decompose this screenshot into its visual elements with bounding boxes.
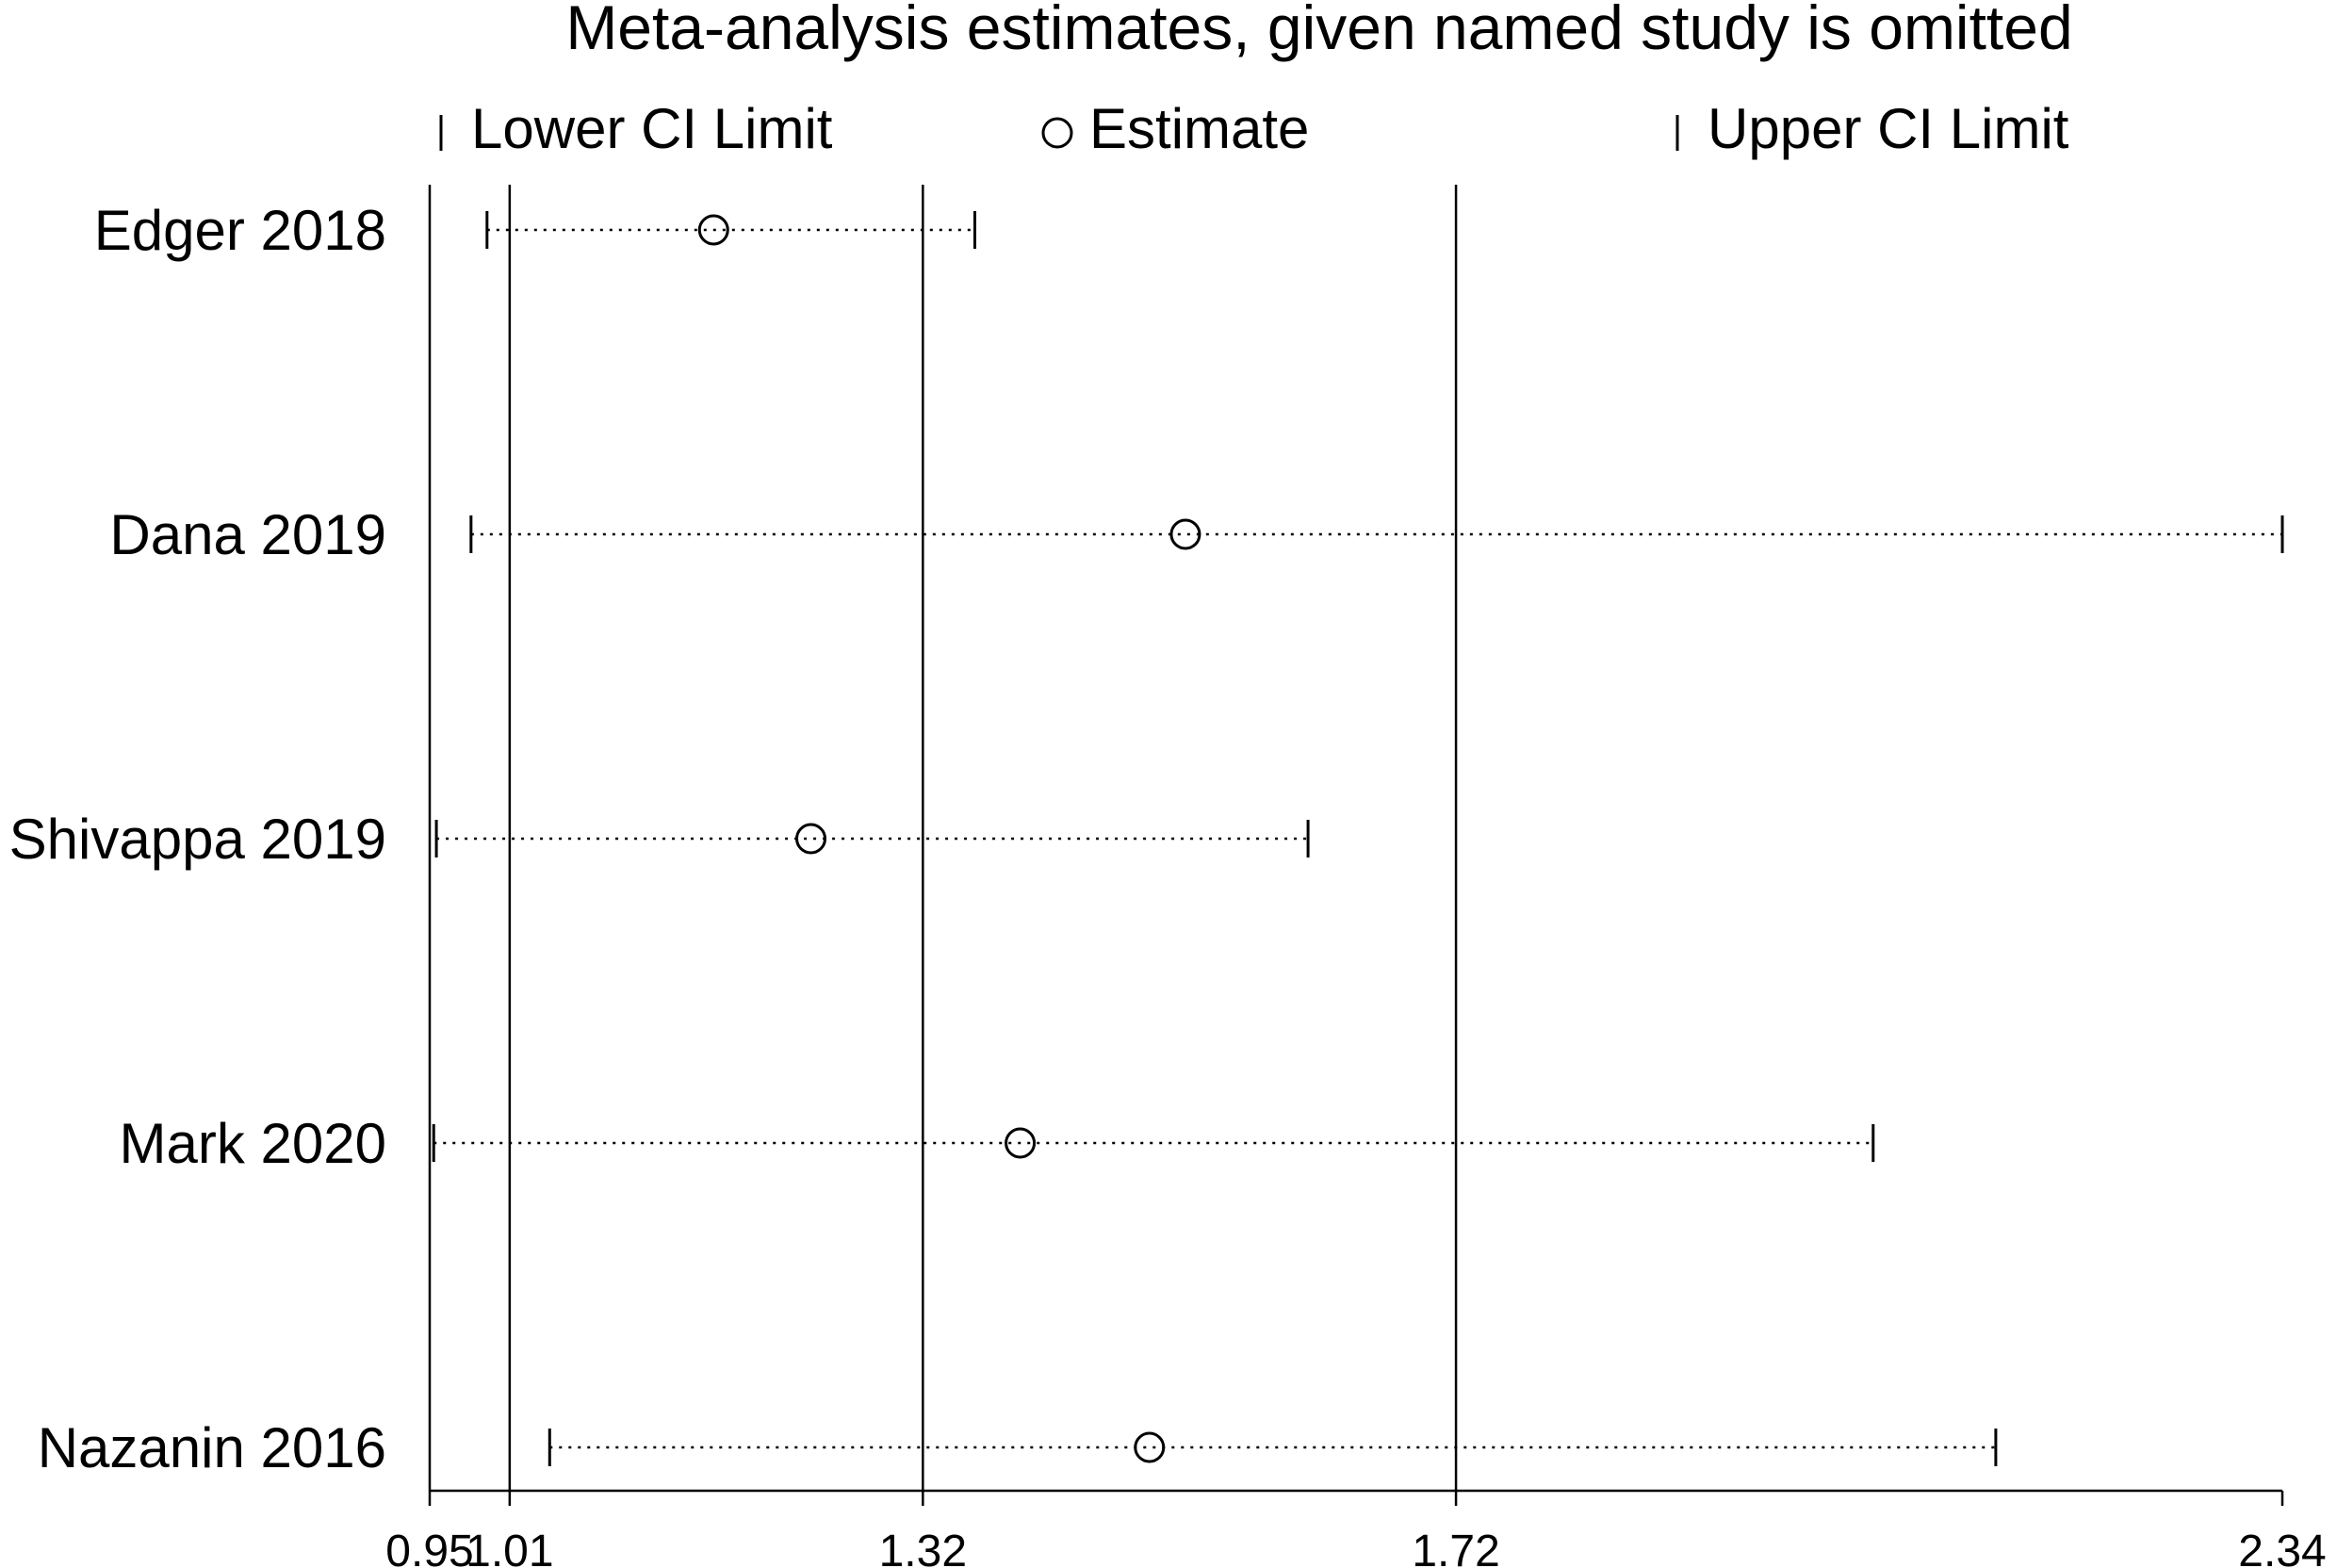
- x-tick-label: 1.01: [466, 1527, 553, 1568]
- study-rows: Edger 2018 Dana 2019 Shivappa 2019 Mark 202…: [9, 199, 2284, 1479]
- study-label: Nazanin 2016: [38, 1416, 386, 1479]
- study-row: Mark 2020: [120, 1112, 1875, 1175]
- x-tick-label: 2.34: [2238, 1527, 2326, 1568]
- study-label: Edger 2018: [94, 199, 386, 262]
- estimate-point: [1134, 1431, 1166, 1463]
- x-tick-label: 1.32: [879, 1527, 967, 1568]
- estimate-point: [1169, 518, 1201, 550]
- legend-label: Lower CI Limit: [471, 97, 833, 160]
- x-axis-ticks: 0.951.01 1.32 1.72 2.34: [385, 1491, 2327, 1568]
- study-label: Dana 2019: [109, 503, 386, 566]
- study-label: Shivappa 2019: [9, 808, 386, 871]
- x-tick-label: 1.72: [1412, 1527, 1499, 1568]
- legend: Lower CI Limit Estimate Upper CI Limit: [439, 97, 2069, 160]
- estimate-point: [697, 214, 729, 246]
- study-row: Edger 2018: [94, 199, 976, 262]
- study-row: Nazanin 2016: [38, 1416, 1998, 1479]
- legend-label: Estimate: [1089, 97, 1309, 160]
- study-row: Shivappa 2019: [9, 808, 1310, 871]
- study-label: Mark 2020: [120, 1112, 386, 1175]
- legend-label: Upper CI Limit: [1708, 97, 2069, 160]
- estimate-point: [1005, 1127, 1037, 1159]
- reference-lines: [508, 185, 1458, 1491]
- legend-symbol-circle: [1041, 117, 1073, 149]
- study-row: Dana 2019: [109, 503, 2284, 566]
- x-tick-label: 0.95: [385, 1527, 473, 1568]
- axes: [428, 185, 2282, 1493]
- chart-title: Meta-analysis estimates, given named stu…: [565, 0, 2072, 62]
- estimate-point: [795, 823, 827, 855]
